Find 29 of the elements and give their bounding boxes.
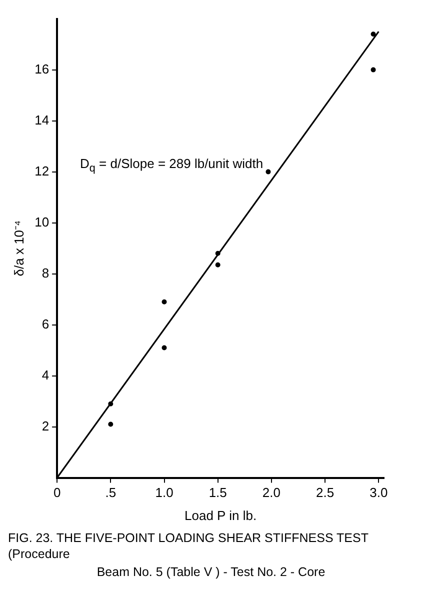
- y-tick-label: 2: [42, 418, 50, 434]
- x-tick-label: 3.0: [370, 485, 388, 500]
- y-tick-label: 10: [34, 214, 50, 230]
- y-tick-label: 4: [42, 367, 50, 382]
- y-tick-label: 12: [34, 163, 50, 178]
- annotation: D$_{q}$ = d/Slope = 289 lb/unit width: [80, 156, 264, 175]
- point: [162, 299, 167, 304]
- y-tick-label: 14: [34, 112, 50, 128]
- point: [215, 250, 220, 256]
- x-axis-title: Load P in lb.: [184, 508, 257, 523]
- y-tick-label: 6: [42, 316, 50, 332]
- x-tick-label: 0: [53, 485, 61, 500]
- point: [215, 262, 220, 268]
- x-tick-label: 2.0: [262, 485, 280, 500]
- x-tick-label: 2.5: [316, 485, 334, 500]
- y-tick-label: 8: [42, 265, 50, 280]
- y-axis-title: δ/a x 10⁻⁴: [11, 220, 26, 276]
- point: [266, 169, 271, 174]
- point: [370, 32, 376, 37]
- point: [108, 422, 114, 427]
- text: FIG. 23. THE FIVE-POINT LOADING SHEAR STIFFNESS TEST (Procedure: [8, 530, 370, 562]
- y-tick-label: 16: [34, 61, 50, 76]
- x-tick-label: 1.5: [208, 485, 227, 500]
- x-tick-label: 1.0: [155, 485, 174, 500]
- x-tick-label: .5: [105, 485, 116, 500]
- text: Beam No. 5 (Table V ) - Test No. 2 - Core: [96, 564, 326, 580]
- point: [108, 401, 114, 406]
- point: [370, 67, 376, 72]
- point: [162, 345, 167, 350]
